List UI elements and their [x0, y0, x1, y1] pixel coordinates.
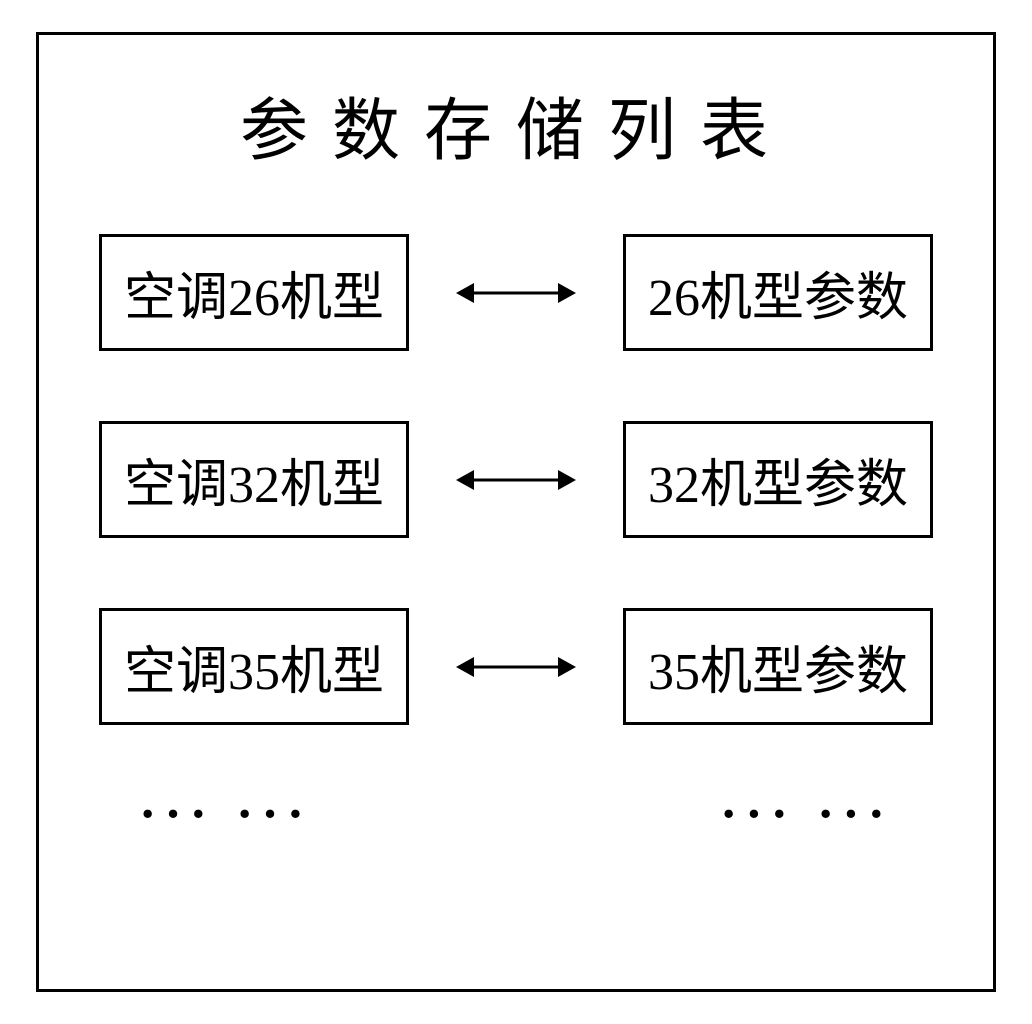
model-box: 空调32机型 [99, 421, 409, 538]
ellipsis-right: ··· ··· [720, 785, 893, 844]
bidirectional-arrow-icon [456, 647, 576, 687]
bidirectional-arrow-icon [456, 460, 576, 500]
ellipsis-row: ··· ··· ··· ··· [99, 785, 933, 844]
rows-container: 空调26机型 26机型参数 空调32机型 32机型参数 [99, 234, 933, 725]
mapping-row: 空调35机型 35机型参数 [99, 608, 933, 725]
ellipsis-left: ··· ··· [139, 785, 312, 844]
mapping-row: 空调26机型 26机型参数 [99, 234, 933, 351]
bidirectional-arrow-icon [456, 273, 576, 313]
param-box: 26机型参数 [623, 234, 933, 351]
model-box: 空调26机型 [99, 234, 409, 351]
mapping-row: 空调32机型 32机型参数 [99, 421, 933, 538]
param-box: 32机型参数 [623, 421, 933, 538]
diagram-container: 参数存储列表 空调26机型 26机型参数 空调32机型 [36, 32, 996, 992]
model-box: 空调35机型 [99, 608, 409, 725]
diagram-title: 参数存储列表 [99, 75, 933, 174]
param-box: 35机型参数 [623, 608, 933, 725]
